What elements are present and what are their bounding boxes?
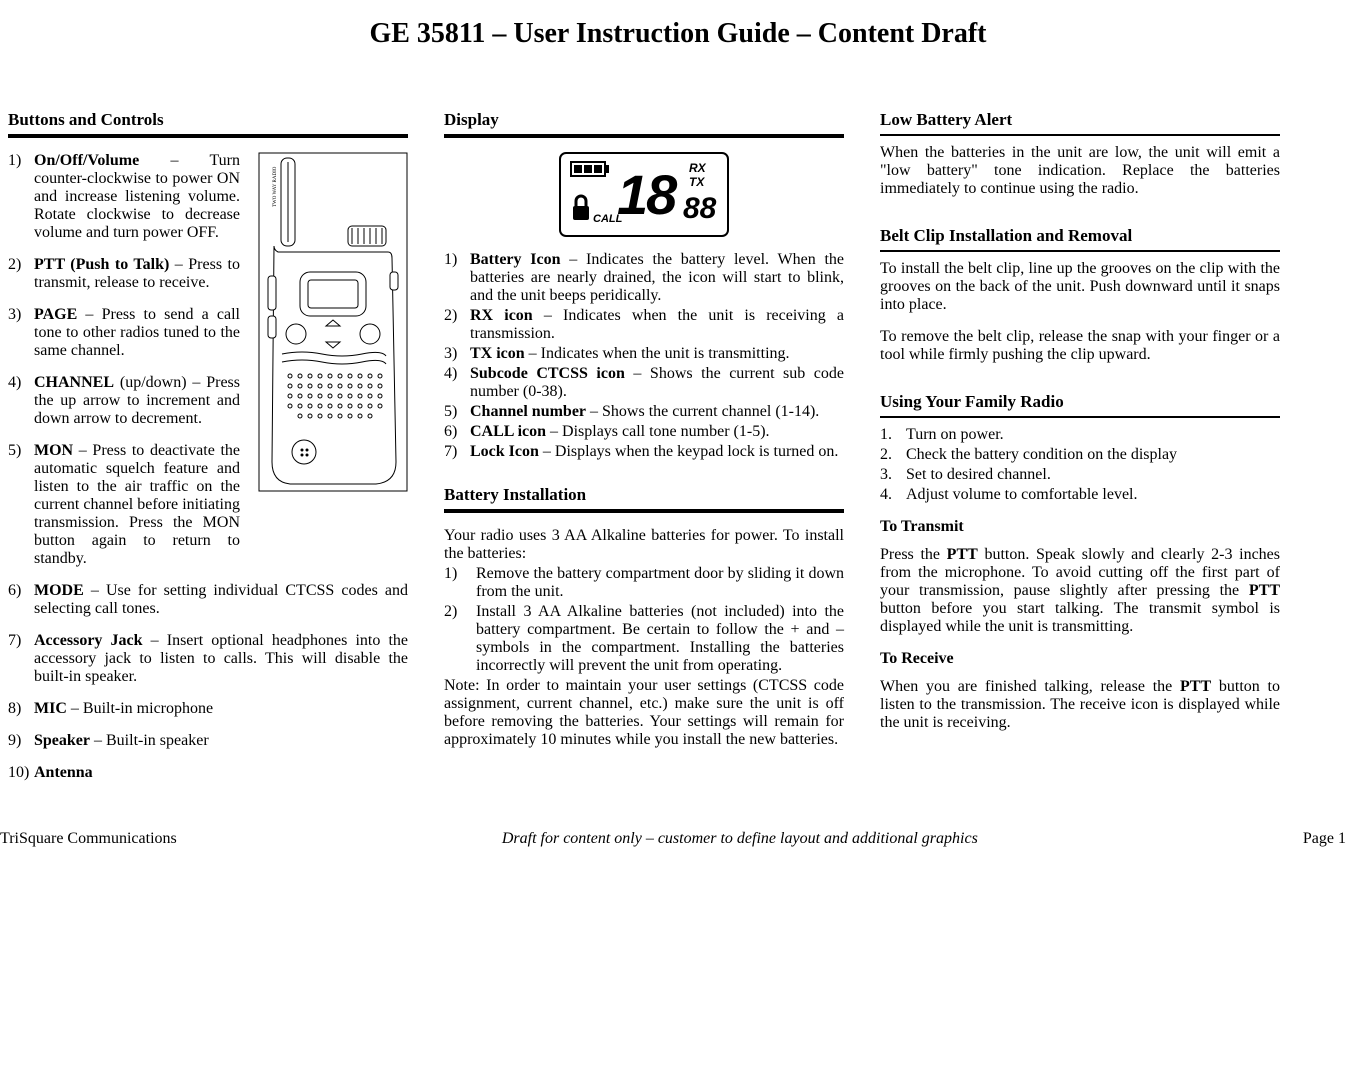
rule [444,134,844,138]
heading-using-radio: Using Your Family Radio [880,392,1280,412]
list-item: 1.Turn on power. [880,426,1280,444]
battery-intro: Your radio uses 3 AA Alkaline batteries … [444,527,844,563]
list-item: 7)Accessory Jack – Insert optional headp… [8,632,408,686]
list-item: 6)CALL icon – Displays call tone number … [444,423,844,441]
battery-note: Note: In order to maintain your user set… [444,677,844,749]
list-item: 6)MODE – Use for setting individual CTCS… [8,582,408,618]
column-display-battery: Display CALL 18 RX TX [444,110,844,796]
list-item: 3)PAGE – Press to send a call tone to ot… [8,306,240,360]
heading-to-receive: To Receive [880,650,1280,668]
to-transmit-text: Press the PTT button. Speak slowly and c… [880,546,1280,636]
rule [880,250,1280,252]
rule [8,134,408,138]
belt-clip-p2: To remove the belt clip, release the sna… [880,328,1280,364]
list-item: 2)RX icon – Indicates when the unit is r… [444,307,844,343]
svg-text:88: 88 [683,192,717,225]
using-steps: 1.Turn on power. 2.Check the battery con… [880,426,1280,504]
page-footer: TriSquare Communications Draft for conte… [0,796,1356,848]
page-title: GE 35811 – User Instruction Guide – Cont… [0,18,1356,50]
list-item: 9)Speaker – Built-in speaker [8,732,408,750]
content-columns: Buttons and Controls TWO WAY RADIO [0,110,1356,796]
list-item: 1)On/Off/Volume – Turn counter-clockwise… [8,152,240,242]
display-list: 1)Battery Icon – Indicates the battery l… [444,251,844,461]
svg-text:TX: TX [689,175,705,189]
belt-clip-p1: To install the belt clip, line up the gr… [880,260,1280,314]
list-item: 10)Antenna [8,764,408,782]
list-item: 5)MON – Press to deactivate the automati… [8,442,240,568]
list-item: 4)CHANNEL (up/down) – Press the up arrow… [8,374,240,428]
list-item: 3.Set to desired channel. [880,466,1280,484]
heading-battery-install: Battery Installation [444,485,844,505]
list-item: 3)TX icon – Indicates when the unit is t… [444,345,844,363]
heading-low-battery: Low Battery Alert [880,110,1280,130]
radio-illustration: TWO WAY RADIO [258,152,408,492]
list-item: 2)PTT (Push to Talk) – Press to transmit… [8,256,240,292]
rule [880,134,1280,136]
list-item: 4)Subcode CTCSS icon – Shows the current… [444,365,844,401]
list-item: 4.Adjust volume to comfortable level. [880,486,1280,504]
list-item: 1)Battery Icon – Indicates the battery l… [444,251,844,305]
footer-left: TriSquare Communications [0,830,177,848]
column-usage: Low Battery Alert When the batteries in … [880,110,1280,796]
heading-buttons-controls: Buttons and Controls [8,110,408,130]
footer-mid: Draft for content only – customer to def… [502,830,978,848]
to-receive-text: When you are finished talking, release t… [880,678,1280,732]
svg-text:RX: RX [689,161,707,175]
lcd-illustration: CALL 18 RX TX 88 [559,152,729,237]
rule [444,509,844,513]
heading-to-transmit: To Transmit [880,518,1280,536]
svg-text:TWO WAY RADIO: TWO WAY RADIO [273,166,278,207]
footer-right: Page 1 [1303,830,1346,848]
heading-belt-clip: Belt Clip Installation and Removal [880,226,1280,246]
list-item: 7)Lock Icon – Displays when the keypad l… [444,443,844,461]
battery-steps: 1)Remove the battery compartment door by… [444,565,844,675]
list-item: 2.Check the battery condition on the dis… [880,446,1280,464]
column-buttons-controls: Buttons and Controls TWO WAY RADIO [8,110,408,796]
list-item: 2)Install 3 AA Alkaline batteries (not i… [444,603,844,675]
rule [880,416,1280,418]
svg-text:18: 18 [617,163,678,226]
list-item: 1)Remove the battery compartment door by… [444,565,844,601]
low-battery-text: When the batteries in the unit are low, … [880,144,1280,198]
heading-display: Display [444,110,844,130]
list-item: 8)MIC – Built-in microphone [8,700,408,718]
list-item: 5)Channel number – Shows the current cha… [444,403,844,421]
